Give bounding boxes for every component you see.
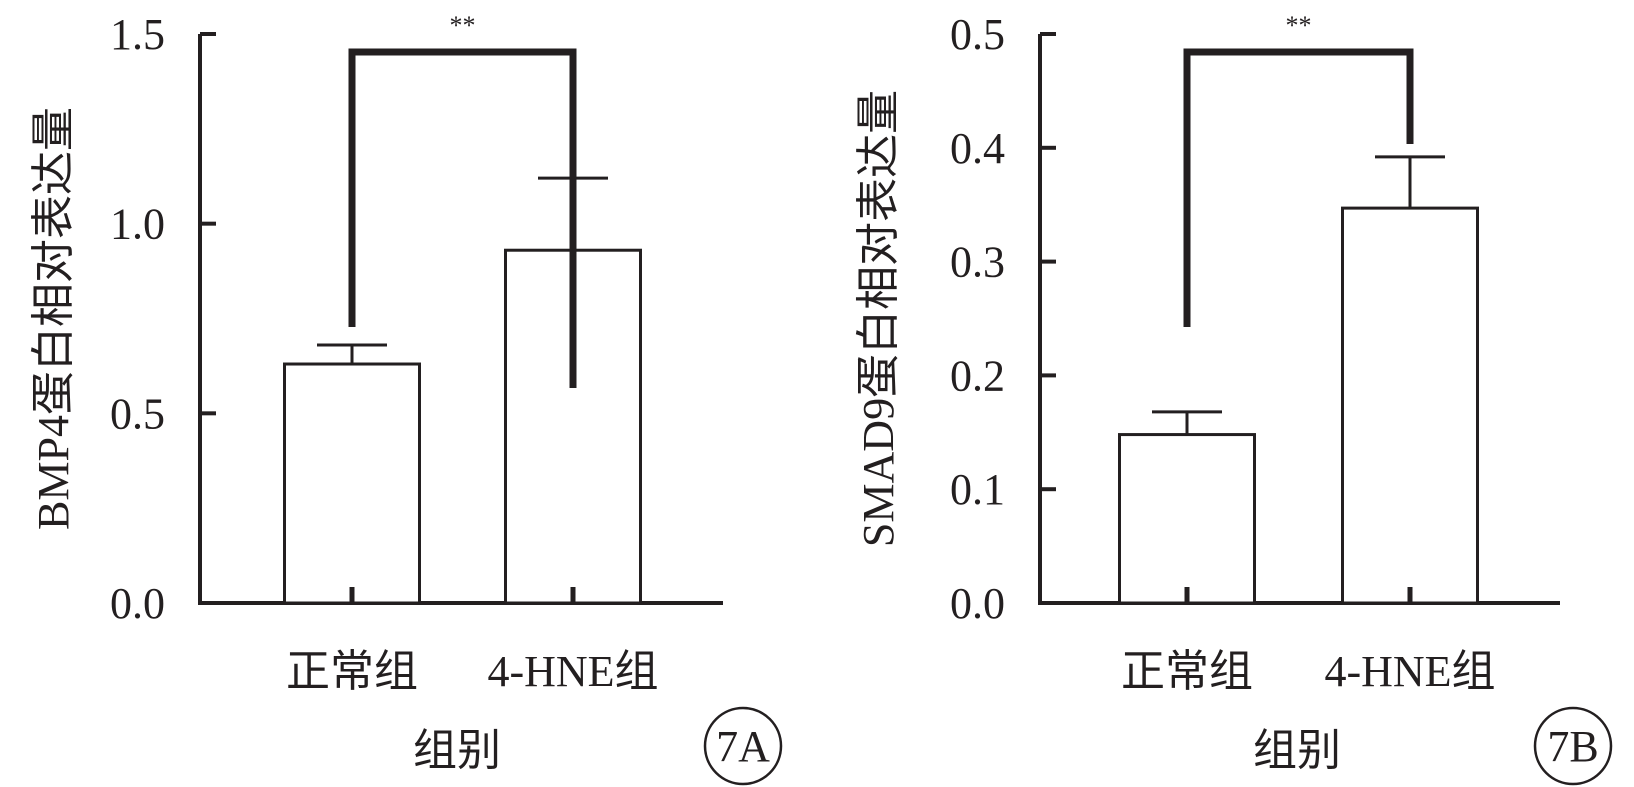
y-tick-label: 0.4: [950, 124, 1005, 173]
panel-tag-circle: [703, 706, 783, 786]
panel-tag-label: 7A: [716, 722, 770, 771]
bar: [1341, 206, 1479, 605]
y-tick-label: 0.5: [110, 389, 165, 438]
category-label: 4-HNE组: [1324, 647, 1495, 696]
x-axis-title: 组别: [1253, 726, 1341, 775]
y-tick-label: 0.3: [950, 238, 1005, 287]
y-tick-label: 0.1: [950, 465, 1005, 514]
y-tick-label: 1.5: [110, 10, 165, 59]
significance-bracket: [348, 48, 577, 388]
y-tick-label: 0.5: [950, 10, 1005, 59]
chart-panel-7b: 0.0 0.1 0.2 0.3 0.4 0.5 正常组 4-HNE组 ** SMAD9蛋白相对表达…: [854, 10, 1613, 786]
y-tick-label: 0.2: [950, 351, 1005, 400]
x-axis-title: 组别: [413, 726, 501, 775]
y-axis-title: SMAD9蛋白相对表达量: [854, 90, 903, 547]
y-tick-label: 0.0: [110, 579, 165, 628]
y-axis-title: BMP4蛋白相对表达量: [29, 107, 78, 530]
category-label: 正常组: [1121, 647, 1253, 696]
category-label: 4-HNE组: [487, 647, 658, 696]
category-label: 正常组: [286, 647, 418, 696]
y-tick-label: 1.0: [110, 200, 165, 249]
bar: [283, 362, 421, 605]
significance-label: **: [1286, 11, 1312, 40]
significance-bracket: [1183, 48, 1414, 327]
bar: [1118, 433, 1256, 605]
y-tick-label: 0.0: [950, 579, 1005, 628]
panel-tag-label: 7B: [1547, 722, 1598, 771]
panel-tag-circle: [1533, 706, 1613, 786]
significance-label: **: [450, 11, 476, 40]
